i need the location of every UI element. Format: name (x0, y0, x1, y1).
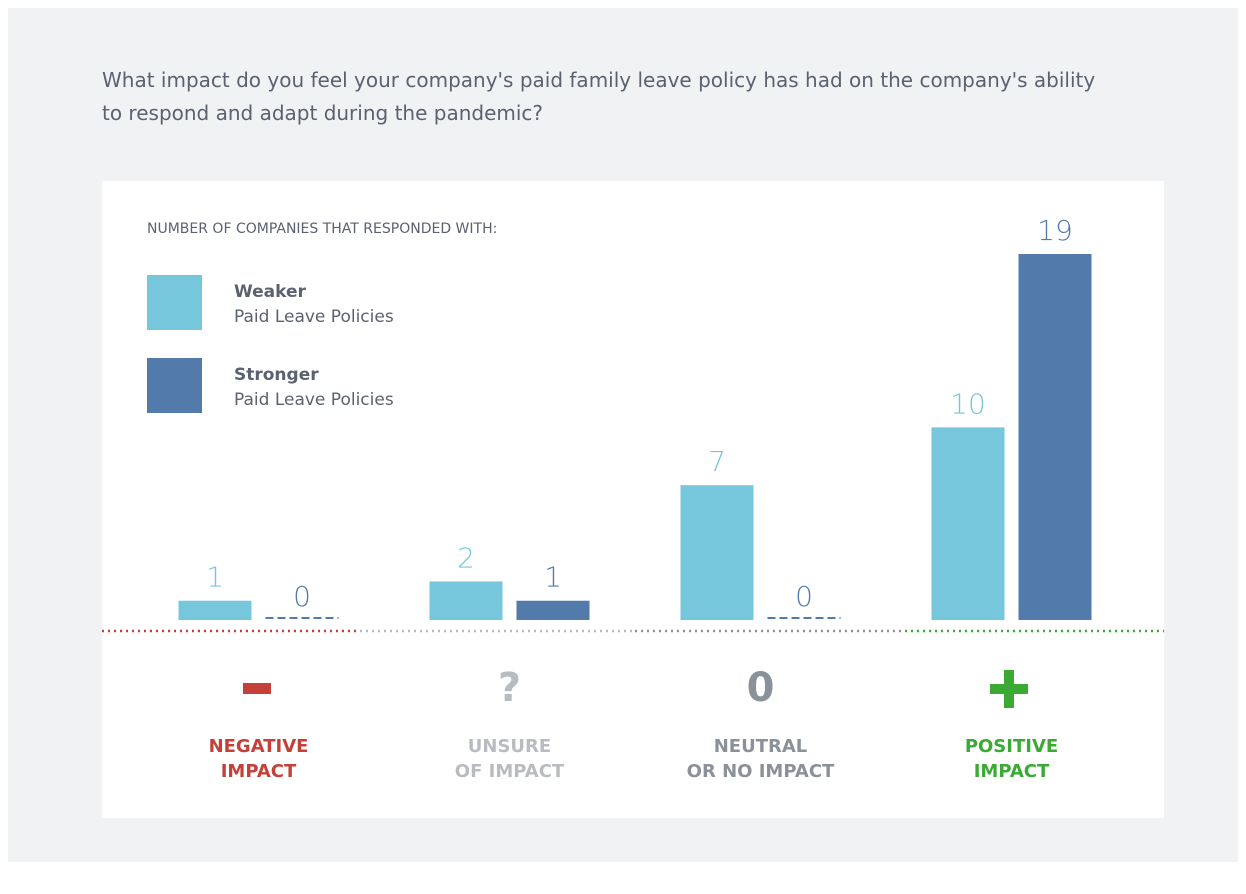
subtitle: NUMBER OF COMPANIES THAT RESPONDED WITH: (147, 221, 497, 237)
category-icon: 0 (747, 665, 775, 711)
legend-name: Stronger (234, 365, 319, 385)
minus-icon (243, 683, 271, 694)
bar (516, 600, 590, 620)
legend-description: Paid Leave Policies (234, 390, 394, 410)
bar (178, 600, 252, 620)
title-box: What impact do you feel your company's p… (102, 68, 1096, 125)
x-tick-label: POSITIVE (965, 736, 1058, 757)
data-label: 10 (950, 387, 986, 420)
category-icon: ? (498, 665, 521, 711)
data-label: 1 (206, 561, 224, 594)
x-tick-label: NEGATIVE (209, 736, 309, 757)
data-label: 1 (544, 561, 562, 594)
x-tick-label: NEUTRAL (714, 736, 808, 757)
data-label: 2 (457, 541, 475, 574)
plus-icon (1004, 670, 1014, 708)
bar (1018, 254, 1092, 620)
bar (429, 581, 503, 620)
data-label: 19 (1037, 214, 1073, 247)
data-label: 0 (795, 580, 813, 613)
bar (931, 427, 1005, 620)
data-label: 0 (293, 580, 311, 613)
x-tick-label: UNSURE (468, 736, 551, 757)
legend-swatch (147, 358, 202, 413)
legend-description: Paid Leave Policies (234, 307, 394, 327)
bar (680, 485, 754, 620)
card (102, 181, 1164, 818)
legend-name: Weaker (234, 282, 307, 302)
chart-title: What impact do you feel your company's p… (102, 68, 1096, 125)
data-label: 7 (708, 445, 726, 478)
x-tick-label: IMPACT (974, 761, 1050, 782)
x-tick-label: OR NO IMPACT (687, 761, 835, 782)
legend-swatch (147, 275, 202, 330)
x-tick-label: IMPACT (221, 761, 297, 782)
x-tick-label: OF IMPACT (455, 761, 565, 782)
